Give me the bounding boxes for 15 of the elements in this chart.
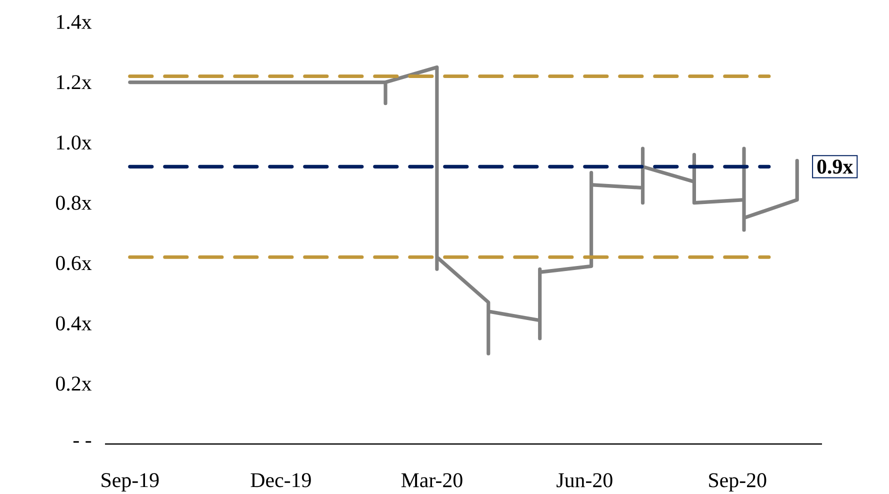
y-tick-label: - - xyxy=(73,441,92,443)
y-tick-label: 0.2x xyxy=(56,376,92,391)
y-tick-label: 0.8x xyxy=(56,196,92,210)
y-tick-label: 0.6x xyxy=(56,256,92,270)
y-tick-label: 1.4x xyxy=(57,14,92,30)
x-tick-label: Mar-20 xyxy=(401,473,462,488)
x-tick-label: Dec-19 xyxy=(250,473,311,488)
x-tick-label: Sep-20 xyxy=(709,473,766,492)
x-tick-label: Sep-19 xyxy=(102,473,159,492)
line-series xyxy=(128,65,799,356)
y-tick-label: 1.0x xyxy=(57,135,92,150)
y-tick-label: 1.2x xyxy=(57,75,92,90)
x-tick-label: Jun-20 xyxy=(556,473,612,488)
ref-line-label: 0.9x xyxy=(817,160,854,174)
y-tick-label: 0.4x xyxy=(56,316,92,331)
